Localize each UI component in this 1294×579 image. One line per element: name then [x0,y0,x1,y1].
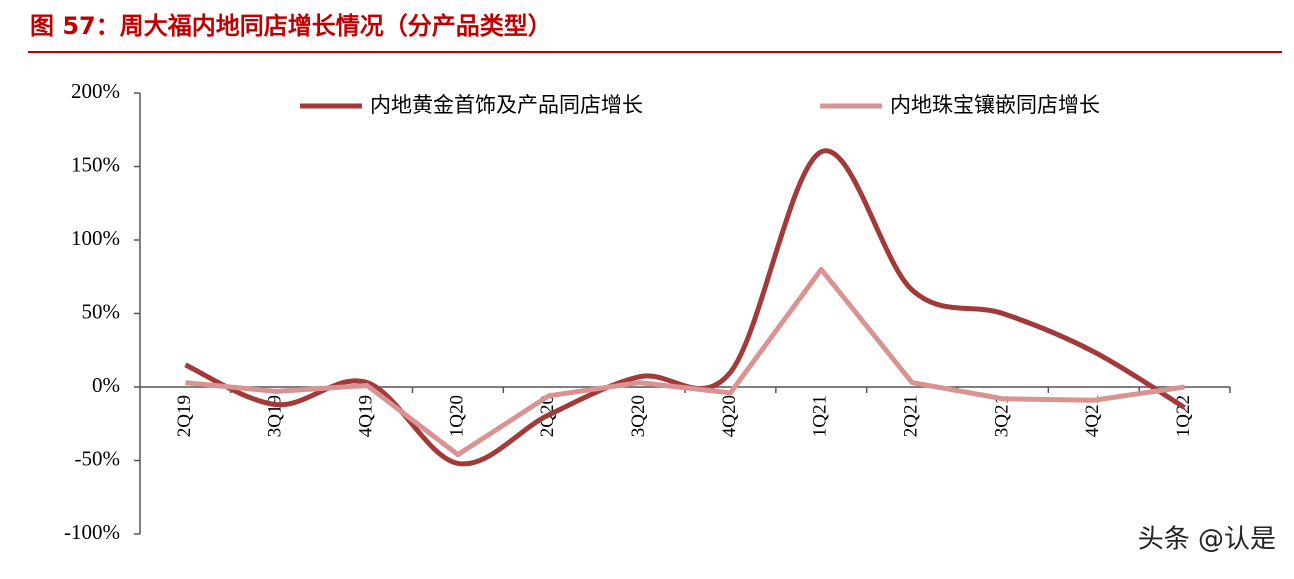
x-tick-label: 2Q19 [174,395,195,437]
watermark: 头条 @认是 [1138,525,1276,555]
y-tick-label: 0% [92,373,120,397]
y-tick-label: -100% [64,520,120,544]
y-tick-label: 200% [71,79,120,103]
series-line [185,266,1185,458]
x-tick-label: 4Q21 [1082,395,1103,437]
x-tick-label: 3Q20 [628,395,649,437]
legend-label: 内地黄金首饰及产品同店增长 [370,93,643,117]
x-tick-label: 4Q20 [719,395,740,437]
y-tick-label: -50% [75,446,121,470]
y-tick-label: 150% [71,152,120,176]
y-tick-label: 50% [82,299,121,323]
x-tick-label: 1Q21 [810,395,831,437]
x-tick-label: 4Q19 [355,395,376,437]
legend-label: 内地珠宝镶嵌同店增长 [890,93,1100,117]
chart-title: 图 57：周大福内地同店增长情况（分产品类型） [30,12,552,40]
y-tick-label: 100% [71,226,120,250]
x-tick-label: 2Q21 [900,395,921,437]
x-tick-label: 1Q20 [446,395,467,437]
series-line [184,148,1186,467]
x-tick-label: 3Q21 [991,395,1012,437]
